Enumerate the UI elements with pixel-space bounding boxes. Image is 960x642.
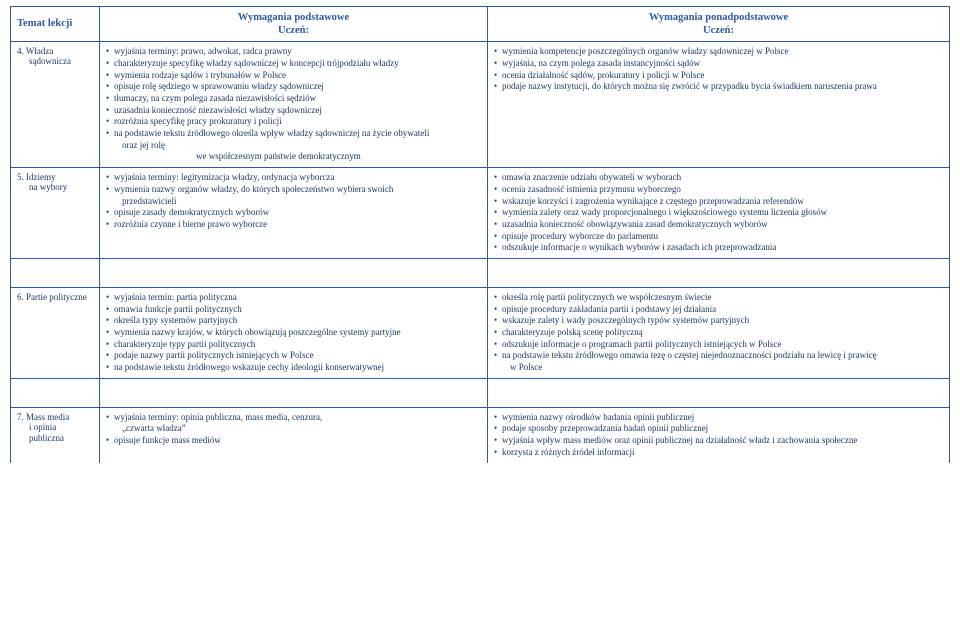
ext-cell: omawia znaczenie udziału obywateli w wyb…	[488, 168, 950, 258]
list-item: charakteryzuje typy partii politycznych	[106, 339, 481, 351]
list-item: ocenia zasadność istnienia przymusu wybo…	[494, 184, 943, 196]
list-item: korzysta z różnych źródeł informacji	[494, 447, 943, 459]
header-row: Temat lekcji Wymagania podstawowe Uczeń:…	[10, 6, 950, 41]
list-item: na podstawie tekstu źródłowego określa w…	[106, 128, 481, 140]
topic-line: 7. Mass media	[17, 412, 93, 422]
basic-list: wyjaśnia terminy: prawo, adwokat, radca …	[106, 46, 481, 140]
list-item: wymienia nazwy krajów, w których obowiąz…	[106, 327, 481, 339]
gap-cell	[100, 379, 488, 407]
list-item: na podstawie tekstu źródłowego wskazuje …	[106, 362, 481, 374]
list-continuation: w Polsce	[494, 362, 943, 374]
gap-cell	[488, 379, 950, 407]
list-item: wskazuje korzyści i zagrożenia wynikając…	[494, 196, 943, 208]
list-item: omawia funkcje partii politycznych	[106, 304, 481, 316]
header-topic: Temat lekcji	[10, 7, 100, 41]
topic-line: 6. Partie polityczne	[17, 292, 93, 302]
ext-cell: określa rolę partii politycznych we wspó…	[488, 288, 950, 378]
list-item: odszukuje informacje o programach partii…	[494, 339, 943, 351]
list-item: odszukuje informacje o wynikach wyborów …	[494, 242, 943, 254]
list-item: tłumaczy, na czym polega zasada niezawis…	[106, 93, 481, 105]
list-item: wyjaśnia wpływ mass mediów oraz opinii p…	[494, 435, 943, 447]
list-item: wyjaśnia terminy: legitymizacja władzy, …	[106, 172, 481, 184]
list-continuation: przedstawicieli	[106, 196, 481, 208]
list-continuation: we współczesnym państwie demokratycznym	[106, 151, 481, 163]
table-row: 5. Idziemy na wybory wyjaśnia terminy: l…	[10, 167, 950, 258]
list-item: uzasadnia konieczność niezawisłości wład…	[106, 105, 481, 117]
list-item: ocenia działalność sądów, prokuratury i …	[494, 70, 943, 82]
list-item: charakteryzuje specyfikę władzy sądownic…	[106, 58, 481, 70]
gap-cell	[488, 259, 950, 287]
basic-list: wyjaśnia termin: partia polityczna omawi…	[106, 292, 481, 374]
list-item: opisuje funkcje mass mediów	[106, 435, 481, 447]
list-item: wyjaśnia termin: partia polityczna	[106, 292, 481, 304]
list-item: wymienia nazwy ośrodków badania opinii p…	[494, 412, 943, 424]
list-item: rozróżnia specyfikę pracy prokuratury i …	[106, 116, 481, 128]
ext-list: określa rolę partii politycznych we wspó…	[494, 292, 943, 362]
topic-cell: 5. Idziemy na wybory	[10, 168, 100, 258]
basic-cell: wyjaśnia terminy: legitymizacja władzy, …	[100, 168, 488, 258]
basic-cell: wyjaśnia termin: partia polityczna omawi…	[100, 288, 488, 378]
list-continuation: „czwarta władza”	[106, 423, 481, 435]
list-item: wymienia kompetencje poszczególnych orga…	[494, 46, 943, 58]
ext-list: omawia znaczenie udziału obywateli w wyb…	[494, 172, 943, 254]
topic-cell: 6. Partie polityczne	[10, 288, 100, 378]
list-item: charakteryzuje polską scenę polityczną	[494, 327, 943, 339]
table-row: 7. Mass media i opinia publiczna wyjaśni…	[10, 407, 950, 463]
list-item: podaje nazwy partii politycznych istniej…	[106, 350, 481, 362]
table-row: 6. Partie polityczne wyjaśnia termin: pa…	[10, 287, 950, 378]
list-item: określa rolę partii politycznych we wspó…	[494, 292, 943, 304]
basic-list: opisuje funkcje mass mediów	[106, 435, 481, 447]
ext-list: wymienia kompetencje poszczególnych orga…	[494, 46, 943, 93]
gap-row	[10, 258, 950, 287]
list-item: wymienia rodzaje sądów i trybunałów w Po…	[106, 70, 481, 82]
header-ext-l2: Uczeń:	[494, 24, 943, 37]
basic-cell: wyjaśnia terminy: prawo, adwokat, radca …	[100, 42, 488, 167]
basic-list: wyjaśnia terminy: legitymizacja władzy, …	[106, 172, 481, 195]
list-item: opisuje procedury wyborcze do parlamentu	[494, 231, 943, 243]
list-item: rozróżnia czynne i bierne prawo wyborcze	[106, 219, 481, 231]
basic-list: opisuje zasady demokratycznych wyborów r…	[106, 207, 481, 230]
gap-cell	[100, 259, 488, 287]
header-basic-l1: Wymagania podstawowe	[106, 11, 481, 24]
topic-cell: 4. Władza sądownicza	[10, 42, 100, 167]
gap-cell	[10, 379, 100, 407]
table-row: 4. Władza sądownicza wyjaśnia terminy: p…	[10, 41, 950, 167]
topic-line: 4. Władza	[17, 46, 93, 56]
list-item: uzasadnia konieczność obowiązywania zasa…	[494, 219, 943, 231]
list-item: wyjaśnia, na czym polega zasada instancy…	[494, 58, 943, 70]
list-item: na podstawie tekstu źródłowego omawia te…	[494, 350, 943, 362]
ext-cell: wymienia kompetencje poszczególnych orga…	[488, 42, 950, 167]
ext-list: wymienia nazwy ośrodków badania opinii p…	[494, 412, 943, 459]
topic-line: sądownicza	[17, 56, 93, 68]
list-item: wymienia nazwy organów władzy, do któryc…	[106, 184, 481, 196]
topic-cell: 7. Mass media i opinia publiczna	[10, 408, 100, 463]
list-item: wymienia zalety oraz wady proporcjonalne…	[494, 207, 943, 219]
list-item: wskazuje zalety i wady poszczególnych ty…	[494, 315, 943, 327]
list-continuation: oraz jej rolę	[106, 140, 481, 152]
header-ext-l1: Wymagania ponadpodstawowe	[494, 11, 943, 24]
list-item: omawia znaczenie udziału obywateli w wyb…	[494, 172, 943, 184]
list-item: wyjaśnia terminy: prawo, adwokat, radca …	[106, 46, 481, 58]
list-item: opisuje rolę sędziego w sprawowaniu wład…	[106, 81, 481, 93]
gap-row	[10, 378, 950, 407]
list-item: opisuje procedury zakładania partii i po…	[494, 304, 943, 316]
list-item: podaje nazwy instytucji, do których możn…	[494, 81, 943, 93]
gap-cell	[10, 259, 100, 287]
list-item: określa typy systemów partyjnych	[106, 315, 481, 327]
basic-list: wyjaśnia terminy: opinia publiczna, mass…	[106, 412, 481, 424]
header-ext: Wymagania ponadpodstawowe Uczeń:	[488, 7, 950, 41]
basic-cell: wyjaśnia terminy: opinia publiczna, mass…	[100, 408, 488, 463]
list-item: opisuje zasady demokratycznych wyborów	[106, 207, 481, 219]
list-item: podaje sposoby przeprowadzania badań opi…	[494, 423, 943, 435]
topic-line: 5. Idziemy	[17, 172, 93, 182]
topic-line: i opinia publiczna	[17, 422, 93, 445]
topic-line: na wybory	[17, 182, 93, 194]
list-item: wyjaśnia terminy: opinia publiczna, mass…	[106, 412, 481, 424]
ext-cell: wymienia nazwy ośrodków badania opinii p…	[488, 408, 950, 463]
header-basic-l2: Uczeń:	[106, 24, 481, 37]
header-basic: Wymagania podstawowe Uczeń:	[100, 7, 488, 41]
